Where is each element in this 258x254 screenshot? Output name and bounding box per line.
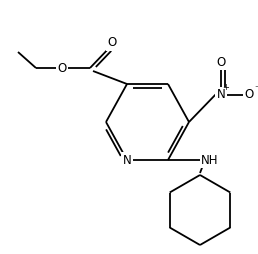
Text: N: N [123, 153, 131, 167]
Text: O: O [107, 37, 117, 50]
Text: O: O [216, 56, 226, 69]
Text: +: + [223, 83, 229, 91]
Text: ⁻: ⁻ [254, 84, 258, 94]
Text: NH: NH [201, 153, 219, 167]
Text: O: O [57, 61, 67, 74]
Text: O: O [244, 88, 254, 102]
Text: N: N [217, 88, 225, 102]
